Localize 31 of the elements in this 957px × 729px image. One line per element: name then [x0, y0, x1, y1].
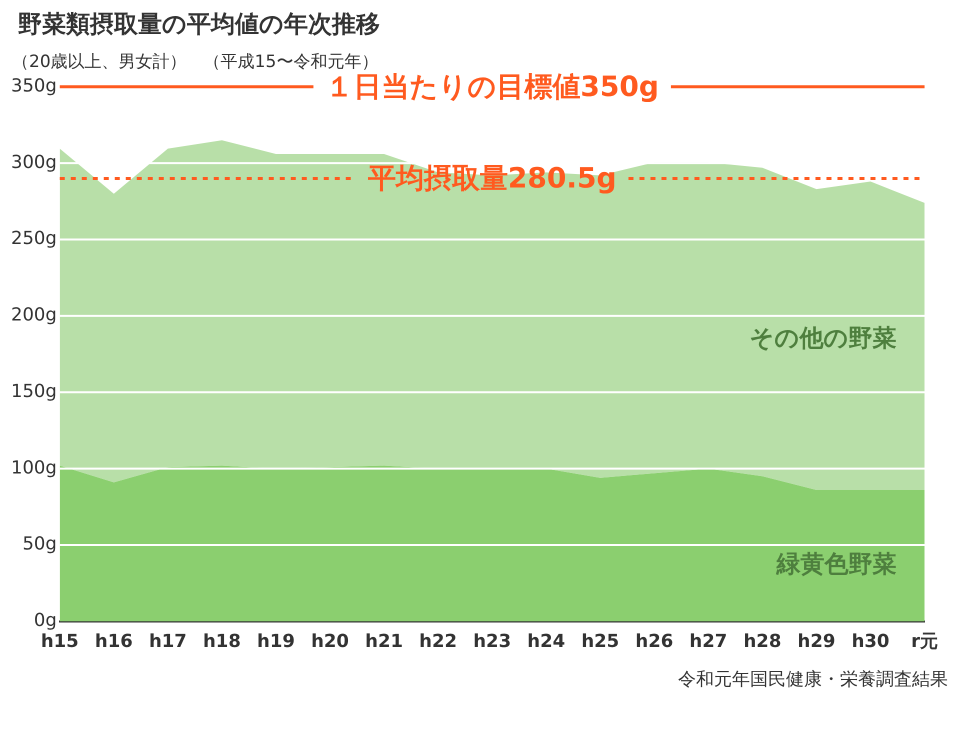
ref-line-label: １日当たりの目標値350g [325, 70, 659, 104]
x-tick-label: h18 [202, 630, 241, 652]
x-tick-label: h23 [473, 630, 512, 652]
chart-title: 野菜類摂取量の平均値の年次推移 [18, 9, 381, 40]
text: 令和元年国民健康・栄養調査結果 [677, 668, 948, 691]
x-tick-label: h29 [798, 630, 836, 652]
x-tick-label: h28 [743, 630, 782, 652]
y-tick-label: 150g [10, 380, 57, 402]
y-tick-label: 300g [10, 152, 57, 173]
series-label: 緑黄色野菜 [776, 550, 897, 578]
y-tick-label: 250g [10, 228, 57, 250]
x-tick-label: h21 [365, 630, 404, 652]
x-tick-label: h19 [257, 630, 295, 652]
x-tick-label: h24 [527, 630, 566, 652]
y-tick-label: 100g [10, 457, 57, 478]
x-tick-label: h26 [635, 630, 674, 652]
x-tick-label: r元 [911, 630, 938, 652]
y-tick-label: 50g [22, 534, 57, 555]
x-tick-label: h27 [689, 630, 728, 652]
x-tick-label: h22 [419, 630, 458, 652]
y-tick-label: 200g [10, 304, 57, 326]
chart-subtitle: （20歳以上、男女計） （平成15〜令和元年） [12, 51, 380, 73]
y-tick-label: 0g [34, 610, 57, 632]
x-tick-label: h20 [311, 630, 349, 652]
x-tick-label: h16 [94, 630, 133, 652]
x-tick-label: h25 [581, 630, 620, 652]
series-label: その他の野菜 [750, 324, 897, 352]
y-tick-label: 350g [10, 75, 57, 96]
x-tick-label: h15 [40, 630, 79, 652]
x-tick-label: h30 [852, 630, 890, 652]
x-tick-label: h17 [148, 630, 187, 652]
